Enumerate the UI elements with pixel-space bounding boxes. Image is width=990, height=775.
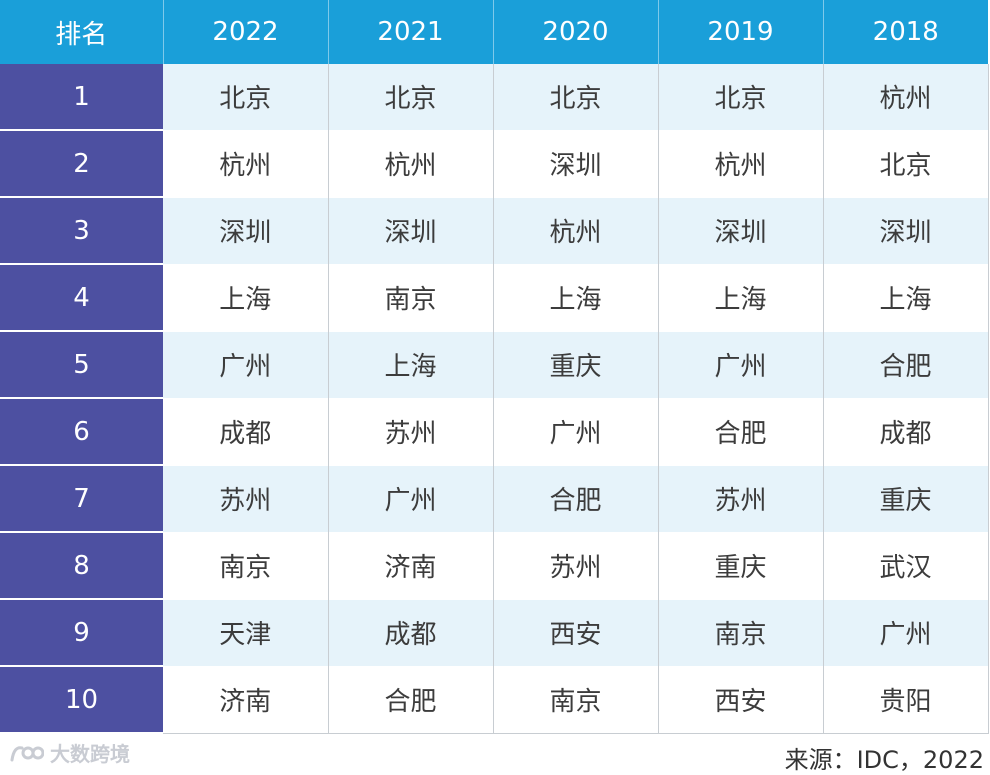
city-cell: 杭州 (328, 130, 494, 197)
header-year: 2019 (658, 0, 824, 64)
city-cell: 苏州 (163, 465, 329, 532)
city-cell: 深圳 (823, 197, 989, 264)
city-cell: 深圳 (328, 197, 494, 264)
city-cell: 广州 (328, 465, 494, 532)
city-cell: 成都 (823, 398, 989, 465)
city-cell: 北京 (163, 64, 329, 130)
table-row: 1 北京 北京 北京 北京 杭州 (0, 64, 989, 131)
header-year: 2018 (823, 0, 988, 64)
city-cell: 重庆 (658, 532, 824, 599)
table-body: 1 北京 北京 北京 北京 杭州 2 杭州 杭州 深圳 杭州 北京 3 深圳 深圳 杭州 深圳 深圳 4 上海 南京 上海… (0, 64, 989, 734)
table-row: 6 成都 苏州 广州 合肥 成都 (0, 398, 989, 466)
city-cell: 武汉 (823, 532, 989, 599)
city-cell: 上海 (823, 264, 989, 331)
city-cell: 上海 (658, 264, 824, 331)
city-cell: 合肥 (493, 465, 659, 532)
table-row: 2 杭州 杭州 深圳 杭州 北京 (0, 130, 989, 198)
header-year: 2021 (328, 0, 494, 64)
ranking-table: 排名 2022 2021 2020 2019 2018 1 北京 北京 北京 北京 杭州 2… (0, 0, 989, 734)
city-cell: 杭州 (823, 64, 989, 130)
rank-cell: 9 (0, 599, 163, 667)
header-row: 排名 2022 2021 2020 2019 2018 (0, 0, 988, 64)
table-row: 10 济南 合肥 南京 西安 贵阳 (0, 666, 989, 734)
table-row: 5 广州 上海 重庆 广州 合肥 (0, 331, 989, 399)
city-cell: 深圳 (163, 197, 329, 264)
city-cell: 北京 (493, 64, 659, 130)
city-cell: 杭州 (163, 130, 329, 197)
city-cell: 上海 (493, 264, 659, 331)
city-cell: 成都 (163, 398, 329, 465)
city-cell: 深圳 (658, 197, 824, 264)
city-cell: 广州 (493, 398, 659, 465)
rank-cell: 2 (0, 130, 163, 198)
city-cell: 济南 (163, 666, 329, 734)
city-cell: 合肥 (823, 331, 989, 398)
city-cell: 南京 (328, 264, 494, 331)
city-cell: 上海 (163, 264, 329, 331)
header-rank: 排名 (0, 0, 164, 64)
city-cell: 贵阳 (823, 666, 989, 734)
city-cell: 合肥 (328, 666, 494, 734)
city-cell: 杭州 (658, 130, 824, 197)
table-header: 排名 2022 2021 2020 2019 2018 (0, 0, 988, 64)
table-row: 3 深圳 深圳 杭州 深圳 深圳 (0, 197, 989, 265)
city-cell: 西安 (493, 599, 659, 666)
city-cell: 北京 (823, 130, 989, 197)
city-cell: 南京 (658, 599, 824, 666)
rank-cell: 5 (0, 331, 163, 399)
city-cell: 南京 (493, 666, 659, 734)
city-cell: 杭州 (493, 197, 659, 264)
city-cell: 南京 (163, 532, 329, 599)
city-cell: 深圳 (493, 130, 659, 197)
city-cell: 合肥 (658, 398, 824, 465)
rank-cell: 3 (0, 197, 163, 265)
table-row: 9 天津 成都 西安 南京 广州 (0, 599, 989, 667)
header-year: 2022 (163, 0, 329, 64)
city-cell: 成都 (328, 599, 494, 666)
city-cell: 重庆 (823, 465, 989, 532)
city-cell: 天津 (163, 599, 329, 666)
logo-icon (10, 742, 44, 764)
table-row: 8 南京 济南 苏州 重庆 武汉 (0, 532, 989, 600)
watermark: 大数跨境 (10, 738, 130, 767)
table-row: 4 上海 南京 上海 上海 上海 (0, 264, 989, 332)
rank-cell: 1 (0, 64, 163, 131)
rank-cell: 8 (0, 532, 163, 600)
city-cell: 广州 (163, 331, 329, 398)
city-cell: 苏州 (328, 398, 494, 465)
rank-cell: 7 (0, 465, 163, 533)
city-cell: 苏州 (493, 532, 659, 599)
city-cell: 北京 (328, 64, 494, 130)
header-year: 2020 (493, 0, 659, 64)
watermark-text: 大数跨境 (50, 742, 130, 766)
city-cell: 上海 (328, 331, 494, 398)
table-row: 7 苏州 广州 合肥 苏州 重庆 (0, 465, 989, 533)
city-cell: 重庆 (493, 331, 659, 398)
rank-cell: 10 (0, 666, 163, 734)
city-cell: 北京 (658, 64, 824, 130)
source-note: 来源：IDC，2022 (784, 746, 984, 774)
city-cell: 苏州 (658, 465, 824, 532)
city-cell: 西安 (658, 666, 824, 734)
city-cell: 广州 (658, 331, 824, 398)
city-cell: 济南 (328, 532, 494, 599)
rank-cell: 6 (0, 398, 163, 466)
rank-cell: 4 (0, 264, 163, 332)
city-cell: 广州 (823, 599, 989, 666)
